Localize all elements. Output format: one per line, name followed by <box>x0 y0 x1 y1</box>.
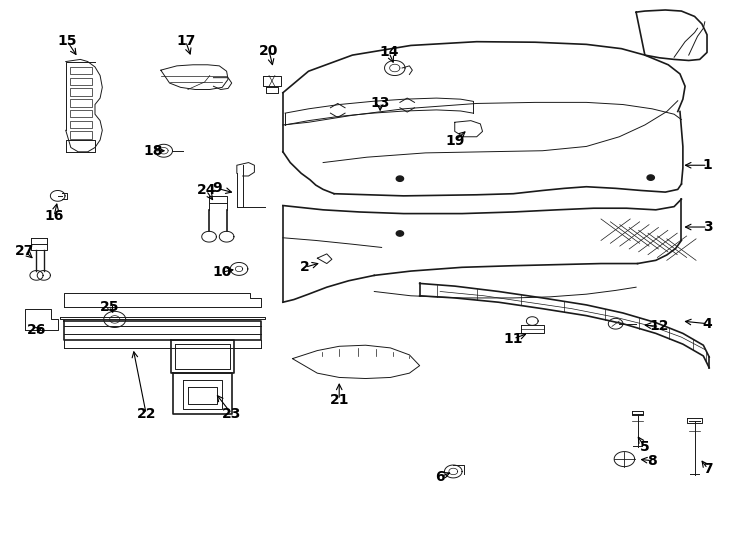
Text: 21: 21 <box>330 393 349 407</box>
Text: 16: 16 <box>44 210 64 223</box>
Text: 15: 15 <box>57 34 77 48</box>
Bar <box>70 110 92 117</box>
Text: 22: 22 <box>137 407 156 421</box>
Text: 18: 18 <box>144 144 163 158</box>
Bar <box>70 131 92 139</box>
Text: 17: 17 <box>176 34 195 48</box>
Bar <box>70 99 92 107</box>
Polygon shape <box>396 176 404 181</box>
Text: 23: 23 <box>222 407 241 421</box>
Text: 1: 1 <box>703 158 713 172</box>
Polygon shape <box>396 231 404 236</box>
Text: 5: 5 <box>640 440 650 454</box>
Bar <box>70 67 92 75</box>
Text: 26: 26 <box>27 323 46 337</box>
Text: 27: 27 <box>15 244 34 258</box>
Text: 11: 11 <box>504 332 523 346</box>
Text: 12: 12 <box>650 319 669 333</box>
Text: 8: 8 <box>647 454 657 468</box>
Text: 19: 19 <box>445 134 465 148</box>
Bar <box>70 89 92 96</box>
Text: 24: 24 <box>197 184 216 198</box>
Text: 3: 3 <box>703 220 713 234</box>
Text: 14: 14 <box>379 45 399 59</box>
Text: 9: 9 <box>212 181 222 195</box>
Text: 2: 2 <box>300 260 310 274</box>
Text: 10: 10 <box>213 265 232 279</box>
Bar <box>70 120 92 128</box>
Text: 13: 13 <box>371 97 390 111</box>
Text: 4: 4 <box>703 317 713 330</box>
Polygon shape <box>647 175 655 180</box>
Text: 20: 20 <box>259 44 279 58</box>
Text: 25: 25 <box>100 300 120 314</box>
Text: 6: 6 <box>435 470 445 484</box>
Text: 7: 7 <box>703 462 713 476</box>
Bar <box>70 78 92 85</box>
